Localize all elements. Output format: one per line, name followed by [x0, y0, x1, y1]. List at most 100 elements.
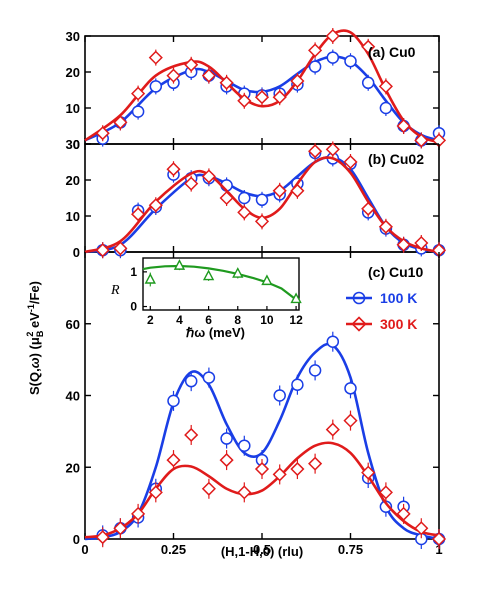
panel-c-point-300k: [95, 530, 110, 545]
legend: 100 K 300 K: [346, 290, 417, 332]
panel-a-point-100k: [379, 101, 393, 115]
panel-a-point-100k: [149, 80, 163, 93]
panel-a-ytick-label: 30: [66, 29, 80, 44]
x-axis-label: (H,1-H,0) (rlu): [221, 544, 303, 559]
panel-c-point-100k: [308, 364, 322, 377]
panel-b-point-300k: [113, 241, 128, 256]
panel-a-point-100k: [326, 51, 340, 64]
legend-300k-label: 300 K: [380, 316, 417, 332]
inset-xtick-label: 6: [205, 313, 212, 327]
ylabel-part-h: /Fe): [27, 281, 42, 304]
inset-ytick-label: 0: [130, 300, 137, 314]
ylabel-part-d: B: [35, 330, 45, 337]
x-tick-label: 0.5: [253, 542, 271, 557]
panel-b-ytick-label: 20: [66, 173, 80, 188]
panel-a-point-100k: [344, 54, 357, 68]
panel-b-point-100k: [255, 193, 269, 207]
panel-b-point-300k: [166, 162, 181, 177]
panel-c-ytick-label: 0: [73, 532, 80, 547]
ylabel-part-f: eV: [27, 312, 42, 332]
panel-c-point-300k: [131, 506, 146, 521]
inset-xtick-label: 4: [176, 313, 183, 327]
ylabel-part-b: ω: [27, 357, 42, 368]
panel-c-point-100k: [184, 374, 198, 388]
panel-b-point-300k: [237, 205, 252, 220]
panel-a-point-300k: [272, 90, 287, 105]
panel-a-point-300k: [131, 86, 146, 101]
inset-xlabel: ℏω (meV): [186, 325, 245, 340]
panel-c-point-300k: [219, 453, 234, 468]
panel-c-point-300k: [113, 521, 128, 536]
panel-c-point-300k: [414, 521, 429, 536]
panel-a-point-300k: [219, 75, 234, 90]
panel-a-point-300k: [414, 133, 429, 148]
panel-a-point-300k: [254, 90, 270, 105]
legend-300k-marker: [351, 316, 367, 332]
panel-a-label: (a) Cu0: [368, 44, 416, 60]
panel-a-point-300k: [95, 126, 110, 141]
inset-point: [232, 267, 244, 278]
inset-point: [261, 274, 273, 286]
panel-c-point-100k: [167, 394, 180, 408]
inset-point: [144, 272, 156, 284]
panel-b-point-300k: [148, 198, 163, 213]
panel-b-point-300k: [325, 142, 340, 157]
panel-a-point-300k: [290, 73, 305, 89]
panel-c-point-100k: [326, 335, 340, 348]
panel-b-ytick-label: 0: [73, 245, 80, 260]
panel-b-point-300k: [201, 169, 216, 184]
panel-b-point-300k: [414, 235, 429, 251]
inset-ylabel: R: [110, 283, 120, 298]
panel-c-point-300k: [166, 453, 181, 468]
panel-a-point-300k: [308, 43, 323, 58]
panel-b-point-300k: [290, 183, 305, 198]
legend-100k-marker: [352, 291, 366, 305]
panel-c-point-300k: [308, 456, 323, 471]
panel-c-point-300k: [201, 481, 216, 496]
panel-b-point-300k: [343, 154, 358, 170]
panel-c-point-100k: [220, 432, 233, 445]
panel-a-point-100k: [131, 105, 145, 118]
panel-b-ytick-label: 30: [66, 137, 80, 152]
x-tick-label: 0.75: [338, 542, 363, 557]
panel-b-point-300k: [378, 219, 393, 234]
panel-b-point-300k: [361, 201, 376, 216]
x-tick-label: 0.25: [161, 542, 186, 557]
panel-a-point-300k: [166, 68, 181, 83]
panel-b-point-100k: [238, 191, 251, 205]
inset-point: [173, 259, 186, 270]
panel-c-point-300k: [272, 467, 287, 482]
panel-c-point-300k: [378, 485, 393, 500]
panel-c-point-300k: [148, 485, 163, 500]
panel-a-point-300k: [361, 39, 376, 54]
panel-c-ytick-label: 20: [66, 460, 80, 475]
panel-c-point-100k: [273, 389, 286, 402]
panel-c-point-300k: [396, 506, 411, 521]
panel-c-point-100k: [238, 439, 251, 452]
x-tick-label: 0: [81, 542, 88, 557]
inset-xtick-label: 10: [260, 313, 274, 327]
panel-c-point-100k: [344, 382, 357, 395]
panel-b-point-300k: [254, 214, 270, 229]
panel-a-ytick-label: 0: [73, 137, 80, 152]
panel-c-label: (c) Cu10: [368, 264, 423, 280]
panel-c-ytick-label: 60: [66, 317, 80, 332]
panel-c-point-300k: [361, 465, 376, 480]
inset-marks: 2 4 6 8 10 12 0 1: [130, 259, 303, 327]
panel-b-point-300k: [219, 190, 234, 206]
panel-b-label: (b) Cu02: [368, 151, 424, 167]
panel-c-point-300k: [343, 413, 358, 428]
inset-xtick-label: 8: [234, 313, 241, 327]
inset-ytick-label: 1: [130, 265, 137, 279]
ylabel-part-e: 2: [25, 332, 35, 337]
ylabel-part-a: S(Q,: [27, 368, 42, 395]
panel-a-point-100k: [308, 60, 322, 73]
y-axis-label: S(Q,ω) (μB2 eV-1/Fe): [25, 281, 45, 395]
panel-b-point-300k: [131, 207, 146, 222]
panel-a-point-300k: [201, 68, 216, 83]
ylabel-part-c: ) (μ: [27, 337, 42, 357]
panel-a-point-300k: [325, 28, 340, 44]
panel-a-point-300k: [184, 57, 199, 72]
panel-a-ytick-label: 10: [66, 101, 80, 116]
